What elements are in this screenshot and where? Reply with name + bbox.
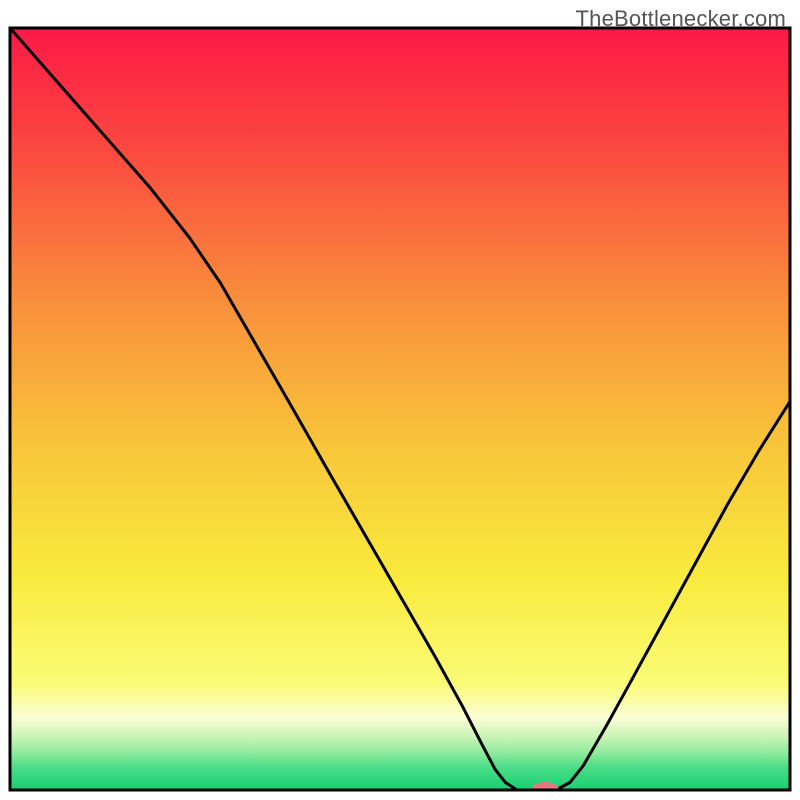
chart-container: TheBottlenecker.com (0, 0, 800, 800)
bottleneck-chart (0, 0, 800, 800)
watermark-text: TheBottlenecker.com (576, 6, 786, 32)
chart-background (10, 28, 790, 790)
